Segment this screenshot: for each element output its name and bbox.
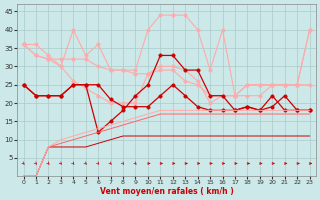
- X-axis label: Vent moyen/en rafales ( km/h ): Vent moyen/en rafales ( km/h ): [100, 187, 234, 196]
